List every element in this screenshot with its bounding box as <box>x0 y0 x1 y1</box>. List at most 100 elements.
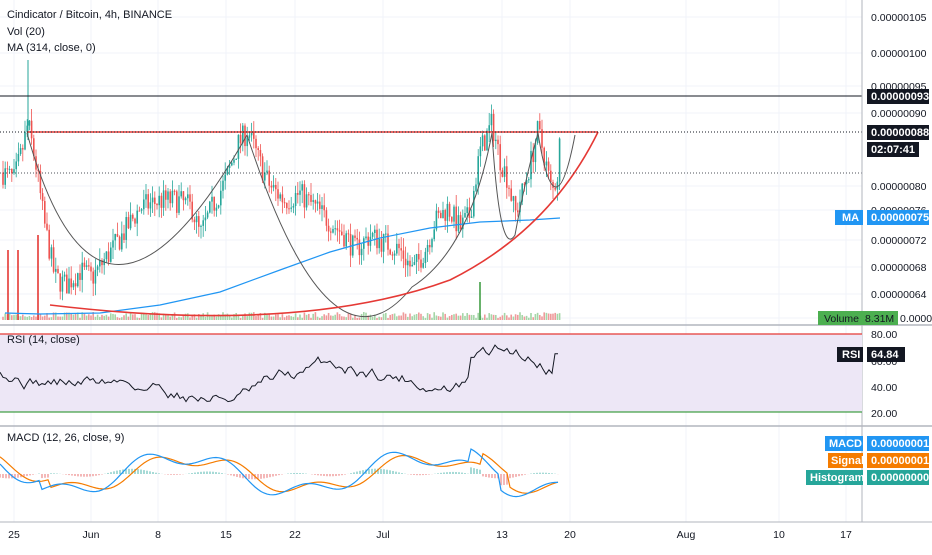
macd-histogram-bar <box>302 473 303 474</box>
volume-bar <box>526 316 528 320</box>
candle-body <box>554 188 556 190</box>
rsi-axis[interactable]: 80.00 60.00 40.00 20.00 <box>871 329 897 420</box>
volume-bar <box>330 315 332 320</box>
macd-histogram-bar <box>479 470 480 474</box>
volume-bar <box>279 317 281 320</box>
candle-body <box>480 146 482 156</box>
candle-body <box>396 244 398 254</box>
candle-body <box>185 198 187 200</box>
macd-histogram-bar <box>83 474 84 477</box>
candle-body <box>2 173 4 185</box>
macd-histogram-bar <box>188 473 189 474</box>
rsi-legend[interactable]: RSI (14, close) <box>7 334 80 346</box>
time-tick: 10 <box>773 529 785 541</box>
volume-bar <box>524 317 526 320</box>
candle-body <box>359 239 361 255</box>
candle-body <box>381 239 383 252</box>
macd-histogram-bar <box>272 474 273 477</box>
macd-histogram-bar <box>143 470 144 474</box>
candle-body <box>323 205 325 210</box>
volume-bar <box>550 314 552 320</box>
macd-histogram-bar <box>446 472 447 474</box>
candle-body <box>224 175 226 181</box>
macd-histogram-bar <box>200 472 201 474</box>
volume-bar <box>20 316 22 320</box>
rsi-band <box>0 334 862 412</box>
volume-bar <box>372 317 374 320</box>
ma-legend[interactable]: MA (314, close, 0) <box>7 42 96 54</box>
volume-bar <box>128 317 130 320</box>
macd-histogram-bar <box>389 470 390 474</box>
volume-bar <box>202 313 204 320</box>
candle-body <box>559 139 561 182</box>
candle-body <box>301 184 303 190</box>
macd-histogram-bar <box>455 472 456 474</box>
candle-body <box>20 148 22 154</box>
candle-body <box>163 190 165 207</box>
price-tick: 0.00000068 <box>871 262 927 274</box>
volume-bar <box>453 314 455 320</box>
candle-body <box>218 205 220 207</box>
ma-tag-value: 0.00000075 <box>871 212 929 224</box>
volume-bar <box>517 315 519 320</box>
chart-title[interactable]: Cindicator / Bitcoin, 4h, BINANCE <box>7 9 172 21</box>
macd-histogram-bar <box>86 474 87 477</box>
volume-bar <box>332 316 334 320</box>
candle-body <box>350 234 352 255</box>
candle-body <box>147 194 149 208</box>
price-axis[interactable]: 0.00000105 0.00000100 0.00000095 0.00000… <box>871 12 932 325</box>
price-pane[interactable] <box>2 60 598 320</box>
candle-body <box>90 266 92 271</box>
macd-histogram-bar <box>41 474 42 478</box>
macd-histogram <box>0 467 559 485</box>
candle-body <box>86 265 88 267</box>
volume-bar <box>348 313 350 320</box>
macd-histogram-bar <box>368 469 369 474</box>
candle-body <box>502 170 504 177</box>
volume-bar <box>315 312 317 320</box>
candle-body <box>550 171 552 182</box>
macd-histogram-bar <box>203 472 204 474</box>
macd-histogram-bar <box>323 474 324 476</box>
macd-histogram-bar <box>542 473 543 474</box>
candle-body <box>202 220 204 226</box>
candle-body <box>495 140 497 141</box>
macd-pane[interactable] <box>0 449 559 497</box>
volume-bar <box>405 314 407 320</box>
volume-tag-value: 8.31M <box>865 313 894 325</box>
time-tick: 13 <box>496 529 508 541</box>
volume-bar <box>17 250 19 320</box>
candle-body <box>308 194 310 195</box>
macd-histogram-bar <box>155 473 156 474</box>
candle-body <box>156 204 158 205</box>
macd-histogram-bar <box>539 473 540 474</box>
time-axis[interactable]: 25 Jun 8 15 22 Jul 13 20 Aug 10 17 <box>8 529 852 541</box>
candle-body <box>81 263 83 280</box>
volume-bar <box>306 315 308 320</box>
macd-histogram-bar <box>344 474 345 475</box>
candle-body <box>143 199 145 209</box>
candle-body <box>150 202 152 208</box>
price-tag-93: 0.00000093 <box>871 91 929 103</box>
candle-body <box>55 269 57 272</box>
macd-histogram-bar <box>5 474 6 478</box>
macd-histogram-bar <box>350 473 351 474</box>
macd-histogram-bar <box>476 469 477 474</box>
candle-body <box>59 273 61 291</box>
volume-bar <box>174 312 176 320</box>
volume-bar <box>293 317 295 320</box>
macd-histogram-bar <box>119 470 120 474</box>
candle-body <box>504 166 506 177</box>
macd-histogram-bar <box>356 472 357 474</box>
candle-body <box>427 245 429 252</box>
macd-histogram-bar <box>89 474 90 477</box>
candle-body <box>119 237 121 250</box>
macd-histogram-bar <box>77 474 78 476</box>
volume-bar <box>271 317 273 320</box>
volume-bar <box>119 318 121 320</box>
macd-histogram-bar <box>47 474 48 478</box>
vol-legend[interactable]: Vol (20) <box>7 26 45 38</box>
macd-legend[interactable]: MACD (12, 26, close, 9) <box>7 432 124 444</box>
candle-body <box>136 211 138 224</box>
volume-bar <box>253 312 255 320</box>
